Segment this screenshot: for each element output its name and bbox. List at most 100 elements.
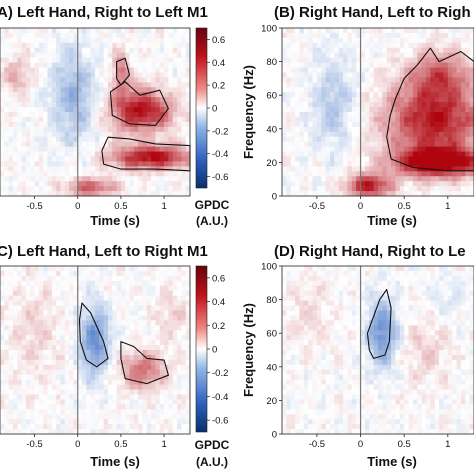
- heatmap-cell: [303, 87, 309, 93]
- heatmap-cell: [417, 141, 423, 147]
- panel-c-heatmap: [0, 266, 191, 435]
- heatmap-cell: [391, 82, 396, 88]
- heatmap-cell: [4, 186, 10, 192]
- heatmap-cell: [351, 72, 357, 78]
- heatmap-cell: [465, 57, 471, 63]
- heatmap-cell: [439, 146, 444, 152]
- heatmap-cell: [86, 131, 92, 138]
- heatmap-cell: [356, 82, 361, 88]
- heatmap-cell: [303, 424, 309, 430]
- heatmap-cell: [21, 136, 27, 143]
- heatmap-cell: [295, 364, 300, 371]
- heatmap-cell: [103, 186, 109, 192]
- heatmap-cell: [321, 270, 327, 277]
- heatmap-cell: [30, 290, 35, 297]
- heatmap-cell: [185, 92, 191, 98]
- heatmap-cell: [465, 186, 471, 192]
- heatmap-cell: [107, 121, 113, 128]
- heatmap-cell: [469, 161, 474, 167]
- heatmap-cell: [21, 62, 27, 68]
- heatmap-cell: [47, 186, 53, 192]
- heatmap-cell: [399, 52, 405, 59]
- heatmap-cell: [356, 52, 361, 59]
- heatmap-cell: [386, 102, 392, 108]
- heatmap-cell: [47, 345, 53, 351]
- heatmap-cell: [125, 310, 130, 316]
- heatmap-cell: [133, 330, 139, 336]
- heatmap-cell: [133, 374, 139, 381]
- heatmap-cell: [417, 28, 423, 34]
- heatmap-cell: [112, 28, 117, 34]
- heatmap-cell: [4, 310, 10, 316]
- heatmap-cell: [125, 315, 130, 321]
- heatmap-cell: [373, 171, 379, 177]
- heatmap-cell: [151, 290, 156, 297]
- heatmap-cell: [51, 345, 57, 351]
- heatmap-cell: [456, 92, 462, 98]
- heatmap-cell: [99, 37, 105, 44]
- heatmap-cell: [164, 424, 169, 430]
- heatmap-cell: [64, 191, 70, 197]
- heatmap-cell: [299, 266, 305, 272]
- heatmap-cell: [299, 136, 305, 143]
- heatmap-cell: [47, 151, 53, 157]
- heatmap-cell: [12, 419, 18, 425]
- heatmap-cell: [82, 374, 87, 381]
- heatmap-cell: [164, 320, 169, 326]
- heatmap-cell: [378, 151, 383, 157]
- heatmap-cell: [312, 191, 318, 197]
- heatmap-cell: [452, 112, 457, 118]
- heatmap-cell: [125, 146, 130, 152]
- heatmap-cell: [172, 121, 178, 128]
- heatmap-cell: [447, 107, 453, 113]
- heatmap-cell: [86, 409, 92, 415]
- heatmap-cell: [421, 97, 427, 103]
- heatmap-cell: [290, 57, 296, 63]
- heatmap-cell: [321, 320, 327, 326]
- heatmap-cell: [168, 131, 174, 138]
- heatmap-cell: [159, 275, 165, 282]
- heatmap-cell: [142, 335, 148, 341]
- heatmap-cell: [469, 131, 474, 138]
- heatmap-cell: [364, 136, 370, 143]
- heatmap-cell: [299, 97, 305, 103]
- heatmap-cell: [125, 116, 130, 123]
- heatmap-cell: [386, 151, 392, 157]
- heatmap-cell: [142, 419, 148, 425]
- heatmap-cell: [412, 62, 418, 68]
- heatmap-cell: [60, 171, 66, 177]
- heatmap-cell: [312, 77, 318, 83]
- heatmap-cell: [364, 72, 370, 78]
- heatmap-cell: [12, 107, 18, 113]
- heatmap-cell: [303, 419, 309, 425]
- heatmap-cell: [282, 285, 287, 292]
- heatmap-cell: [47, 131, 53, 138]
- heatmap-cell: [86, 146, 92, 152]
- heatmap-cell: [30, 156, 35, 162]
- heatmap-cell: [38, 359, 44, 366]
- heatmap-cell: [38, 320, 44, 326]
- heatmap-cell: [465, 107, 471, 113]
- heatmap-cell: [95, 354, 100, 361]
- heatmap-cell: [351, 166, 357, 172]
- heatmap-cell: [421, 131, 427, 138]
- heatmap-cell: [290, 330, 296, 336]
- heatmap-cell: [382, 42, 388, 49]
- heatmap-cell: [64, 429, 70, 435]
- heatmap-cell: [8, 320, 14, 326]
- heatmap-cell: [120, 295, 126, 301]
- heatmap-cell: [30, 359, 35, 366]
- heatmap-cell: [338, 37, 344, 44]
- heatmap-cell: [338, 102, 344, 108]
- heatmap-cell: [8, 181, 14, 187]
- heatmap-cell: [77, 28, 83, 34]
- heatmap-cell: [60, 300, 66, 306]
- heatmap-cell: [303, 47, 309, 54]
- heatmap-cell: [369, 131, 375, 138]
- heatmap-cell: [112, 112, 117, 118]
- heatmap-cell: [399, 97, 405, 103]
- heatmap-cell: [142, 399, 148, 405]
- heatmap-cell: [408, 121, 414, 128]
- heatmap-cell: [395, 102, 401, 108]
- heatmap-cell: [312, 82, 318, 88]
